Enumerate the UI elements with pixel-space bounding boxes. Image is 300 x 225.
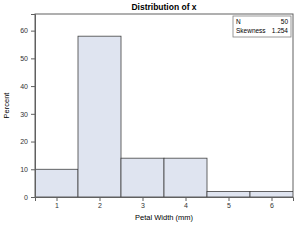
x-tick: 2 — [98, 197, 102, 209]
x-tick: 5 — [227, 197, 231, 209]
x-tick-label: 1 — [55, 202, 59, 209]
background — [0, 0, 300, 225]
y-tick-mark — [31, 197, 35, 198]
bar — [250, 191, 293, 197]
stats-box — [233, 16, 291, 37]
x-tick-mark — [57, 197, 58, 201]
plot: 1234560102030405060N50Skewness1.254 — [20, 14, 293, 209]
x-tick-label: 6 — [270, 202, 274, 209]
x-tick-mark — [100, 197, 101, 201]
y-tick: 60 — [20, 27, 35, 34]
y-tick: 40 — [20, 83, 35, 90]
y-tick-mark — [31, 142, 35, 143]
y-tick-mark — [31, 114, 35, 115]
x-tick-mark — [229, 197, 230, 201]
bar — [35, 169, 78, 197]
y-tick: 0 — [24, 194, 35, 201]
y-tick: 30 — [20, 111, 35, 118]
x-tick-label: 4 — [184, 202, 188, 209]
y-tick-mark — [31, 86, 35, 87]
stats-label: Skewness — [236, 27, 266, 34]
x-tick: 6 — [270, 197, 274, 209]
x-tick-mark — [272, 197, 273, 201]
y-tick-mark — [31, 169, 35, 170]
y-tick: 10 — [20, 166, 35, 173]
stats-value: 1.254 — [272, 27, 289, 34]
y-tick-label: 10 — [20, 166, 28, 173]
x-axis-line — [36, 198, 294, 202]
y-tick-label: 40 — [20, 83, 28, 90]
x-tick-label: 3 — [141, 202, 145, 209]
x-tick-label: 2 — [98, 202, 102, 209]
x-tick-mark — [143, 197, 144, 201]
plot-frame — [35, 14, 293, 197]
y-tick-mark — [31, 58, 35, 59]
y-tick-label: 60 — [20, 27, 28, 34]
x-tick: 1 — [55, 197, 59, 209]
y-axis-title: Percent — [2, 92, 11, 119]
x-tick-label: 5 — [227, 202, 231, 209]
y-axis-line — [31, 15, 36, 198]
y-tick-label: 30 — [20, 111, 28, 118]
chart: 1234560102030405060N50Skewness1.254Distr… — [0, 0, 300, 225]
x-axis: 1 2 3 4 5 6 — [36, 197, 294, 209]
bar — [121, 158, 164, 197]
y-tick: 50 — [20, 55, 35, 62]
x-tick: 3 — [141, 197, 145, 209]
stats-value: 50 — [281, 18, 289, 25]
stats-label: N — [236, 18, 241, 25]
y-tick: 20 — [20, 138, 35, 145]
x-axis-title: Petal Width (mm) — [135, 213, 193, 222]
y-tick-mark — [31, 31, 35, 32]
y-tick-label: 0 — [24, 194, 28, 201]
bars — [35, 36, 293, 197]
y-axis: 0 10 20 30 40 50 60 — [20, 15, 35, 201]
bar — [164, 158, 207, 197]
stats-inset: N 50 Skewness 1.254 — [233, 16, 291, 37]
x-tick: 4 — [184, 197, 188, 209]
title: Distribution of x — [131, 2, 196, 12]
x-tick-mark — [186, 197, 187, 201]
bar — [78, 36, 121, 197]
bar — [207, 191, 250, 197]
y-tick-label: 20 — [20, 138, 28, 145]
y-tick-label: 50 — [20, 55, 28, 62]
